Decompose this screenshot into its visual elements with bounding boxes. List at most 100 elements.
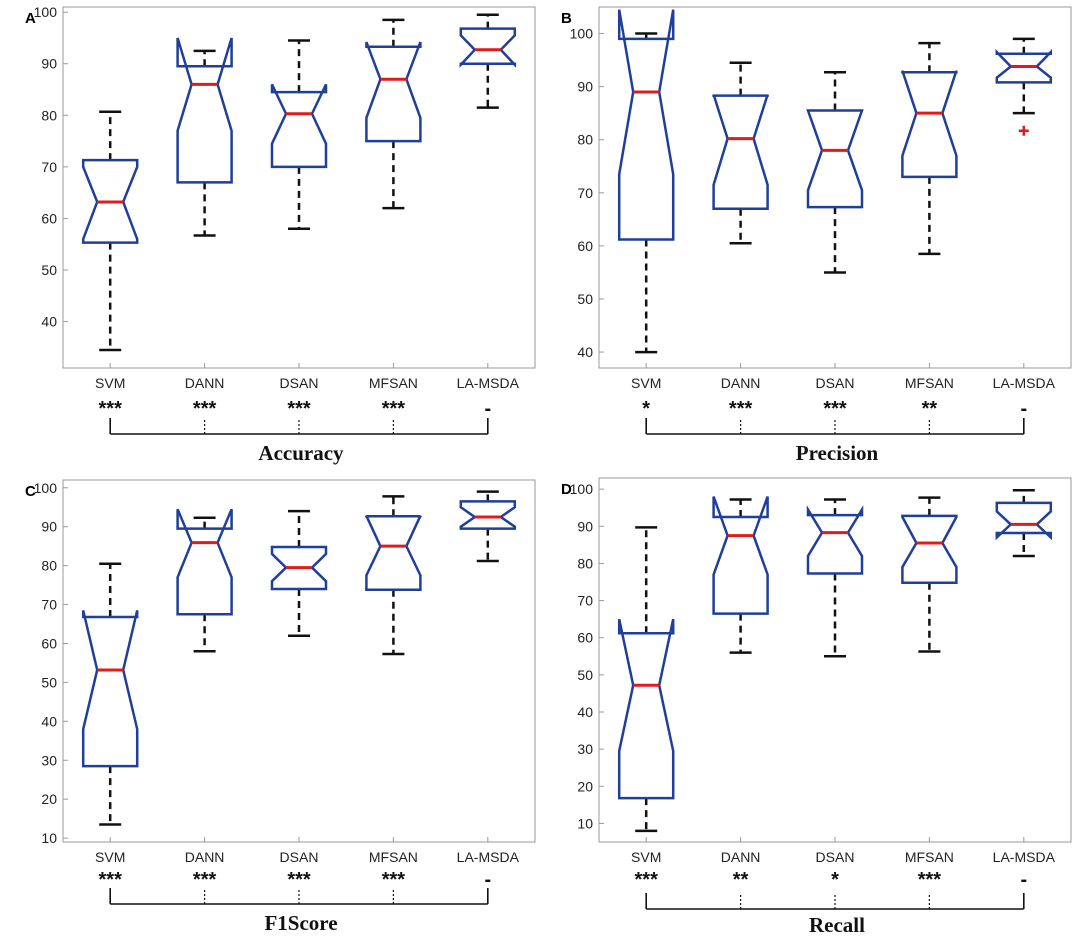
box-dsan [270,39,328,231]
notched-box [459,500,517,530]
box-svm [81,562,139,826]
significance-label: *** [287,869,311,891]
y-tick-label: 60 [577,630,593,646]
box-svm [81,110,139,352]
y-tick-label: 60 [577,238,593,254]
y-tick-label: 80 [41,558,57,574]
notched-box [806,505,864,575]
x-tick-label: SVM [95,375,125,391]
box-dann [712,496,769,654]
notched-box [176,508,233,616]
x-tick-label: MFSAN [905,375,954,391]
x-tick-label: SVM [631,375,661,391]
x-tick-label: DSAN [816,849,855,865]
notched-box [459,27,517,68]
significance-label: *** [193,398,217,420]
box-la-msda [459,490,517,563]
y-tick-label: 50 [577,291,593,307]
x-tick-label: LA-MSDA [993,375,1056,391]
y-tick-label: 60 [41,635,57,651]
box-dann [712,61,769,245]
significance-label: *** [918,869,942,891]
notched-box [901,514,958,584]
panel-title: Precision [796,441,879,465]
significance-label: * [831,869,839,891]
panel-label: B [561,10,572,27]
y-tick-label: 40 [577,704,593,720]
notched-box [995,49,1053,84]
y-tick-label: 90 [41,56,57,72]
y-tick-label: 70 [41,597,57,613]
x-tick-label: MFSAN [369,849,418,865]
significance-label: *** [287,398,311,420]
panel-title: Accuracy [258,441,344,465]
significance-label: *** [382,398,406,420]
y-tick-label: 100 [570,481,594,497]
box-svm [617,9,675,354]
box-dann [176,37,233,237]
x-tick-label: DSAN [280,375,319,391]
significance-label: - [1020,398,1027,420]
significance-label: - [1020,869,1027,891]
panel-label: D [561,481,572,498]
x-tick-label: DANN [721,375,761,391]
notched-box [712,496,769,615]
y-tick-label: 50 [41,674,57,690]
x-tick-label: MFSAN [905,849,954,865]
significance-label: *** [99,398,123,420]
box-mfsan [365,18,422,210]
box-mfsan [365,495,422,656]
significance-label: *** [99,869,123,891]
panel-title: Recall [809,913,865,937]
significance-label: *** [635,869,659,891]
x-tick-label: SVM [631,849,661,865]
y-tick-label: 40 [41,713,57,729]
x-tick-label: SVM [95,849,125,865]
y-tick-label: 80 [577,132,593,148]
y-tick-label: 100 [570,26,594,42]
notched-box [806,109,864,209]
significance-label: *** [823,398,847,420]
y-tick-label: 70 [577,185,593,201]
y-tick-label: 40 [577,344,593,360]
box-mfsan [901,41,958,256]
y-tick-label: 90 [41,519,57,535]
x-tick-label: MFSAN [369,375,418,391]
notched-box [617,9,675,241]
y-tick-label: 60 [41,210,57,226]
notched-box [365,41,422,143]
significance-label: - [484,398,491,420]
x-tick-label: DANN [721,849,761,865]
panel-label: C [25,483,36,500]
notched-box [712,94,769,210]
x-tick-label: LA-MSDA [993,849,1056,865]
y-tick-label: 30 [41,752,57,768]
y-tick-label: 40 [41,314,57,330]
significance-label: ** [922,398,938,420]
y-tick-label: 100 [34,4,58,20]
x-tick-label: LA-MSDA [457,849,520,865]
x-tick-label: DANN [185,375,225,391]
box-dann [176,508,233,653]
box-dsan [806,498,864,658]
panel-label: A [25,10,36,27]
y-tick-label: 90 [577,79,593,95]
notched-box [81,158,139,244]
box-dsan [270,509,328,637]
notched-box [617,618,675,800]
y-tick-label: 80 [41,107,57,123]
significance-label: - [484,869,491,891]
box-svm [617,526,675,833]
panel-a: A 40 50 60 70 80 90 100 SVM *** DANN *** DSAN *** MFSA… [25,4,536,465]
x-tick-label: DSAN [280,849,319,865]
notched-box [995,501,1053,541]
y-tick-label: 50 [41,262,57,278]
box-la-msda [995,489,1053,558]
panel-b: B 40 50 60 70 80 90 100 SVM * DANN *** DSAN *** MFSAN *… [561,6,1072,465]
box-la-msda [995,37,1053,136]
significance-label: *** [729,398,753,420]
panel-title: F1Score [264,911,337,935]
y-tick-label: 20 [41,791,57,807]
x-tick-label: DSAN [816,375,855,391]
